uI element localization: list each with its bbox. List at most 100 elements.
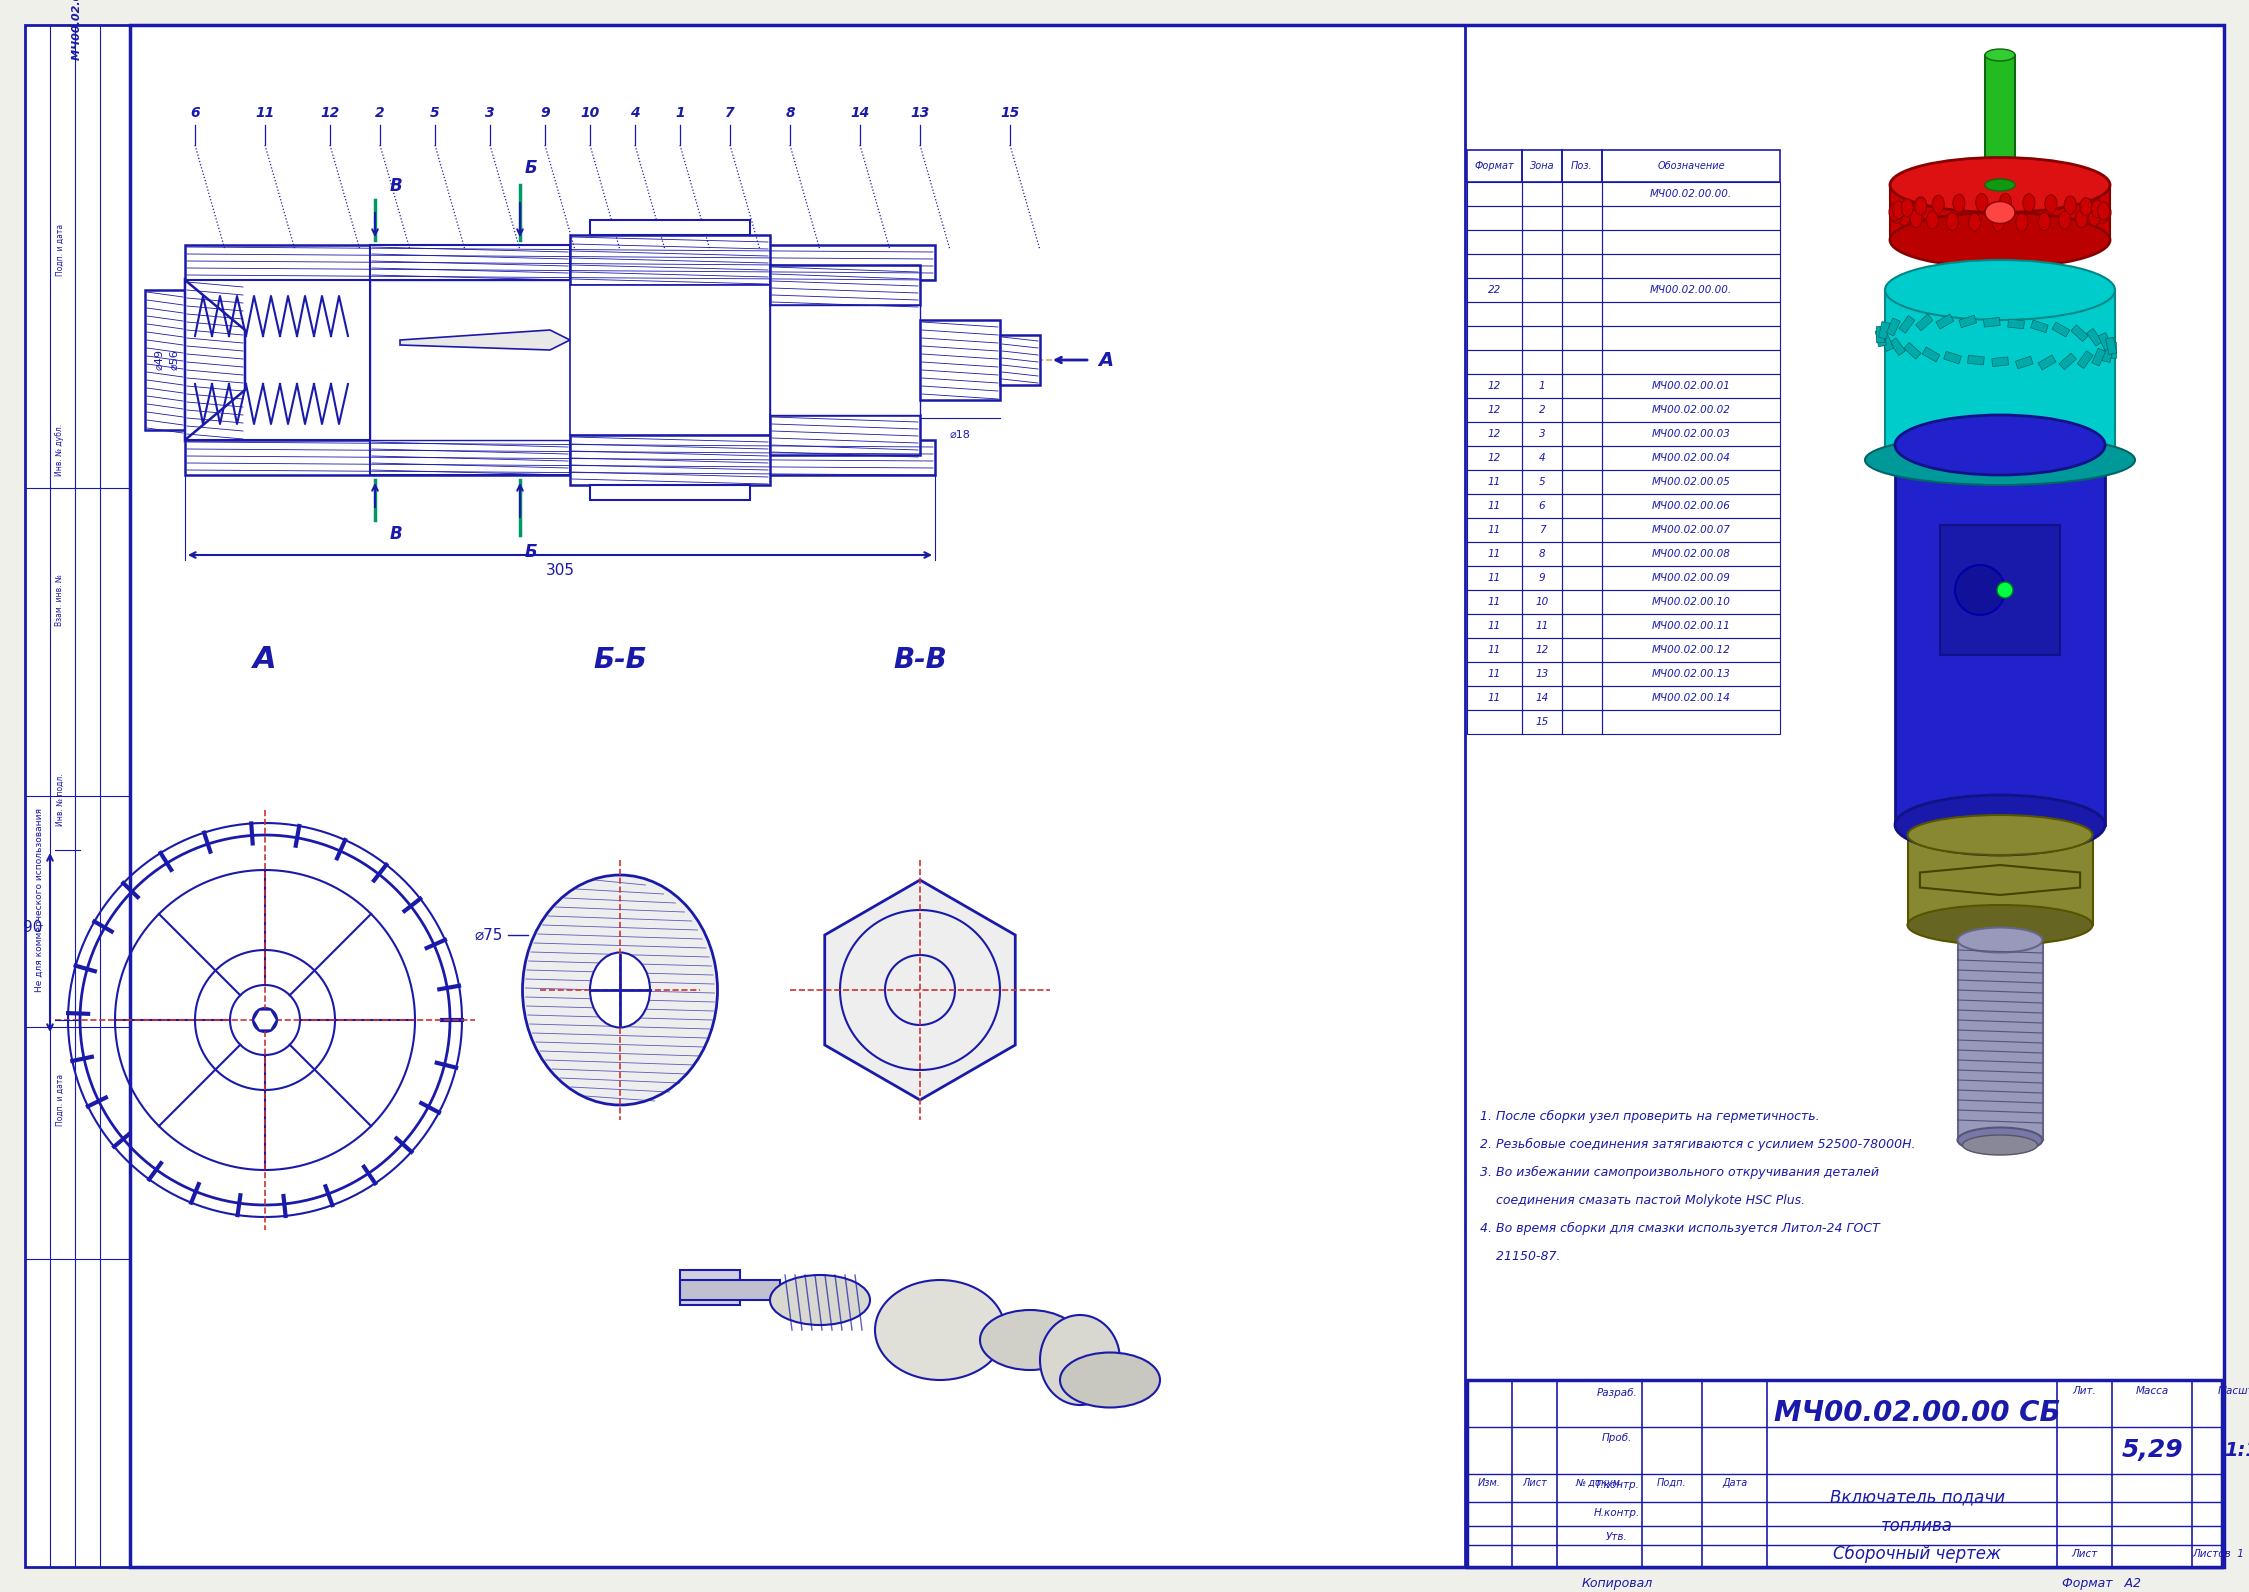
Text: В: В bbox=[389, 525, 403, 543]
Bar bbox=[1466, 205, 1523, 229]
Ellipse shape bbox=[1993, 213, 2004, 231]
Bar bbox=[2107, 342, 2116, 358]
Text: 1. После сборки узел проверить на герметичность.: 1. После сборки узел проверить на гермет… bbox=[1480, 1110, 1819, 1122]
Polygon shape bbox=[400, 330, 569, 350]
Text: 9: 9 bbox=[1538, 573, 1545, 583]
Bar bbox=[1907, 834, 2092, 925]
Ellipse shape bbox=[1977, 194, 1988, 212]
Bar bbox=[1563, 229, 1601, 255]
Bar bbox=[1563, 279, 1601, 302]
Bar bbox=[1563, 567, 1601, 591]
Ellipse shape bbox=[2092, 199, 2103, 218]
Text: ⌀49: ⌀49 bbox=[155, 350, 164, 371]
Ellipse shape bbox=[1864, 435, 2134, 486]
Text: МЧ00.02.00.10: МЧ00.02.00.10 bbox=[1651, 597, 1729, 607]
Bar bbox=[1880, 333, 1894, 352]
Bar bbox=[1876, 330, 1887, 347]
Text: Листов  1: Листов 1 bbox=[2193, 1549, 2245, 1559]
Ellipse shape bbox=[1999, 194, 2011, 212]
Bar bbox=[1601, 350, 1779, 374]
Text: 11: 11 bbox=[1489, 693, 1500, 704]
Bar bbox=[1563, 350, 1601, 374]
Text: А: А bbox=[254, 645, 277, 675]
Bar bbox=[1563, 615, 1601, 638]
Bar bbox=[1563, 470, 1601, 494]
Bar bbox=[589, 486, 749, 500]
Bar bbox=[1523, 470, 1563, 494]
Bar bbox=[1601, 567, 1779, 591]
Ellipse shape bbox=[875, 1280, 1005, 1380]
Bar bbox=[1885, 290, 2114, 451]
Text: 11: 11 bbox=[256, 107, 274, 119]
Ellipse shape bbox=[1896, 416, 2105, 474]
Text: Б: Б bbox=[524, 543, 538, 560]
Bar bbox=[1601, 205, 1779, 229]
Bar bbox=[1466, 446, 1523, 470]
Bar bbox=[769, 264, 920, 306]
Text: 6: 6 bbox=[1538, 501, 1545, 511]
Bar bbox=[1563, 446, 1601, 470]
Text: Взам. инв. №: Взам. инв. № bbox=[56, 575, 65, 626]
Text: ⌀18: ⌀18 bbox=[949, 430, 969, 439]
Bar bbox=[1601, 422, 1779, 446]
Text: Дата: Дата bbox=[1723, 1477, 1747, 1487]
Bar bbox=[1523, 229, 1563, 255]
Text: 10: 10 bbox=[1536, 597, 1550, 607]
Bar bbox=[184, 400, 216, 420]
Text: 11: 11 bbox=[1489, 597, 1500, 607]
Polygon shape bbox=[825, 880, 1014, 1100]
Bar bbox=[1601, 150, 1779, 181]
Text: 2: 2 bbox=[376, 107, 385, 119]
Bar bbox=[184, 320, 216, 341]
Ellipse shape bbox=[1894, 201, 1905, 220]
Text: 21150-87.: 21150-87. bbox=[1480, 1250, 1561, 1262]
Text: МЧ00.02.00.13: МЧ00.02.00.13 bbox=[1651, 669, 1729, 680]
Bar bbox=[1523, 181, 1563, 205]
Text: 11: 11 bbox=[1489, 478, 1500, 487]
Bar bbox=[1943, 352, 1961, 365]
Text: 13: 13 bbox=[911, 107, 929, 119]
Ellipse shape bbox=[2065, 196, 2076, 213]
Bar bbox=[1563, 686, 1601, 710]
Bar bbox=[1941, 525, 2060, 654]
Text: МЧ00.02.00.14: МЧ00.02.00.14 bbox=[1651, 693, 1729, 704]
Bar bbox=[1523, 662, 1563, 686]
Text: 90: 90 bbox=[22, 920, 43, 935]
Text: МЧ00.02.00.02: МЧ00.02.00.02 bbox=[1651, 404, 1729, 416]
Bar bbox=[589, 220, 749, 236]
Ellipse shape bbox=[2022, 194, 2035, 212]
Text: Разраб.: Разраб. bbox=[1597, 1388, 1637, 1398]
Text: Сборочный чертеж: Сборочный чертеж bbox=[1833, 1544, 2002, 1563]
Bar bbox=[1523, 686, 1563, 710]
Bar bbox=[1523, 398, 1563, 422]
Bar bbox=[1563, 591, 1601, 615]
Ellipse shape bbox=[1986, 178, 2015, 191]
Ellipse shape bbox=[1885, 259, 2114, 320]
Text: Не для коммерческого использования: Не для коммерческого использования bbox=[36, 809, 45, 992]
Text: ⌀56: ⌀56 bbox=[171, 350, 180, 371]
Text: Инв. № подл.: Инв. № подл. bbox=[56, 774, 65, 826]
Text: 3: 3 bbox=[486, 107, 495, 119]
Text: Формат: Формат bbox=[1475, 161, 1514, 170]
Polygon shape bbox=[184, 280, 245, 439]
Text: МЧ00.02.00.00.: МЧ00.02.00.00. bbox=[1651, 285, 1732, 295]
Bar bbox=[1601, 255, 1779, 279]
Ellipse shape bbox=[1889, 158, 2110, 212]
Text: 4: 4 bbox=[1538, 454, 1545, 463]
Text: 11: 11 bbox=[1489, 525, 1500, 535]
Ellipse shape bbox=[2089, 209, 2101, 226]
Ellipse shape bbox=[1952, 194, 1966, 212]
Bar bbox=[1466, 710, 1523, 734]
Text: Проб.: Проб. bbox=[1601, 1433, 1633, 1442]
Bar bbox=[1563, 302, 1601, 326]
Ellipse shape bbox=[1891, 205, 1903, 223]
Ellipse shape bbox=[1889, 204, 1900, 221]
Ellipse shape bbox=[2096, 205, 2107, 224]
Bar bbox=[1466, 517, 1523, 541]
Ellipse shape bbox=[981, 1310, 1080, 1371]
Text: 12: 12 bbox=[319, 107, 340, 119]
Bar bbox=[1898, 315, 1914, 333]
Text: МЧ00.02.00.07: МЧ00.02.00.07 bbox=[1651, 525, 1729, 535]
Text: Подп.: Подп. bbox=[1658, 1477, 1687, 1487]
Bar bbox=[1563, 150, 1601, 181]
